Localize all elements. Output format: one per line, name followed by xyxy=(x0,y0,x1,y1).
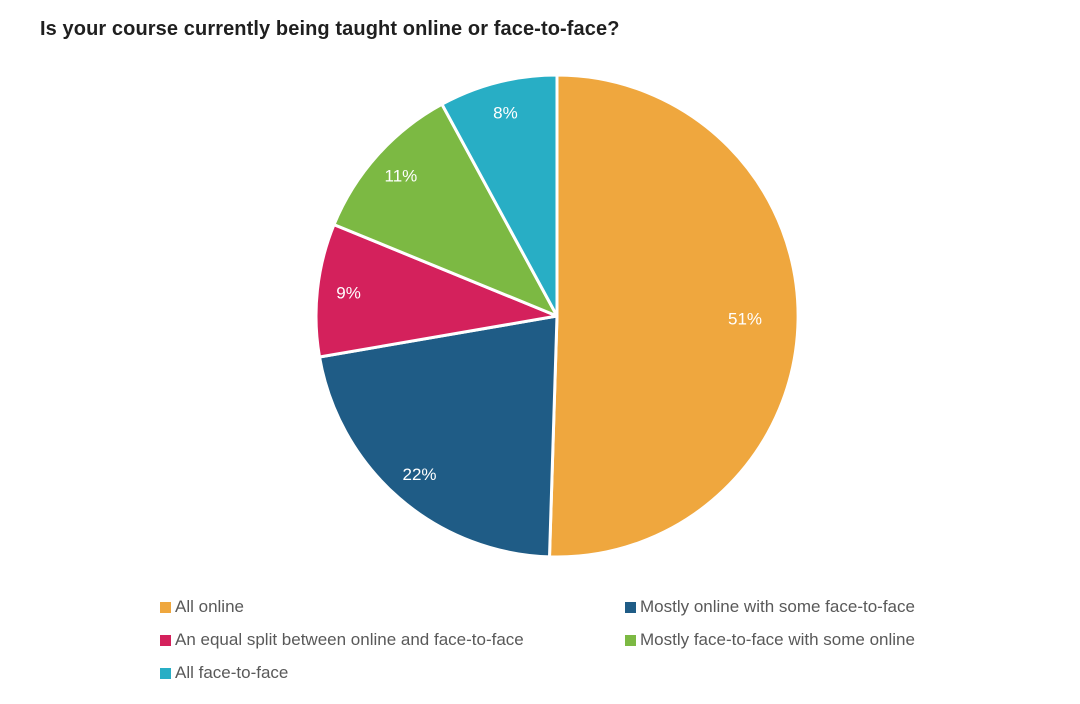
legend-swatch-icon xyxy=(160,601,171,613)
legend-item-0[interactable]: All online xyxy=(160,596,625,618)
pie-slice-percent-label: 51% xyxy=(728,309,762,328)
legend-item-label: Mostly online with some face-to-face xyxy=(640,597,915,616)
legend: All online Mostly online with some face-t… xyxy=(160,596,915,684)
pie-slice-percent-label: 11% xyxy=(385,167,418,186)
legend-item-1[interactable]: Mostly online with some face-to-face xyxy=(625,596,915,618)
pie-slice-2[interactable] xyxy=(314,223,559,359)
legend-item-label: All online xyxy=(175,597,244,616)
legend-swatch-icon xyxy=(625,601,636,613)
legend-swatch-icon xyxy=(160,667,171,679)
pie-slice-3[interactable] xyxy=(332,102,559,318)
legend-swatch-icon xyxy=(160,634,171,646)
pie-slice-1[interactable] xyxy=(318,314,559,559)
pie-slice-percent-label: 9% xyxy=(336,284,361,303)
pie-slice-percent-label: 8% xyxy=(493,103,518,122)
pie-slice-0[interactable] xyxy=(548,73,800,559)
legend-item-2[interactable]: An equal split between online and face-t… xyxy=(160,629,625,651)
pie-slice-percent-label: 22% xyxy=(402,465,436,484)
legend-item-3[interactable]: Mostly face-to-face with some online xyxy=(625,629,915,651)
pie-slice-4[interactable] xyxy=(440,73,559,318)
chart-title: Is your course currently being taught on… xyxy=(40,18,620,40)
legend-item-4[interactable]: All face-to-face xyxy=(160,662,625,684)
legend-swatch-icon xyxy=(625,634,636,646)
legend-item-label: All face-to-face xyxy=(175,663,289,682)
legend-item-label: Mostly face-to-face with some online xyxy=(640,630,915,649)
legend-item-label: An equal split between online and face-t… xyxy=(175,630,524,649)
